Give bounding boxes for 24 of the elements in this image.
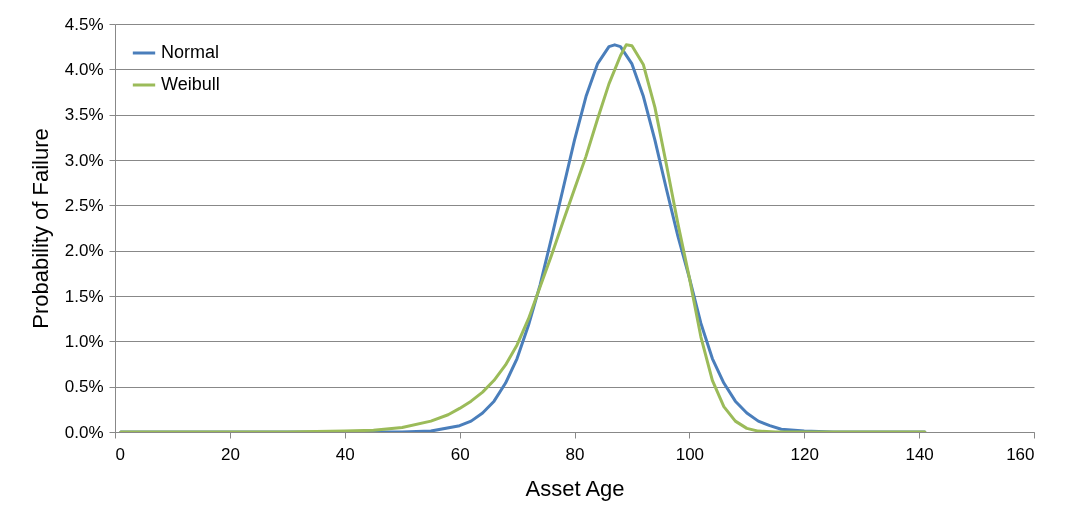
- legend-label: Weibull: [161, 74, 220, 94]
- x-tick-label: 40: [335, 444, 355, 464]
- x-tick-label: 60: [450, 444, 470, 464]
- x-tick-label: 140: [905, 444, 934, 464]
- x-tick-label: 20: [220, 444, 240, 464]
- x-tick-label: 0: [115, 444, 125, 464]
- y-tick-label: 4.5%: [64, 14, 104, 34]
- y-tick-label: 4.0%: [64, 59, 104, 79]
- y-axis-title: Probability of Failure: [27, 128, 53, 329]
- x-tick-label: 160: [1006, 444, 1035, 464]
- y-tick-label: 0.5%: [64, 377, 104, 397]
- y-tick-label: 1.5%: [64, 286, 104, 306]
- legend-label: Normal: [161, 42, 220, 62]
- y-tick-label: 3.5%: [64, 105, 104, 125]
- y-tick-label: 1.0%: [64, 331, 104, 351]
- y-tick-label: 2.5%: [64, 195, 104, 215]
- y-tick-label: 3.0%: [64, 150, 104, 170]
- x-tick-label: 120: [790, 444, 819, 464]
- x-tick-label: 80: [565, 444, 585, 464]
- y-tick-label: 2.0%: [64, 241, 104, 261]
- x-tick-label: 100: [675, 444, 705, 464]
- y-tick-label: 0.0%: [64, 422, 104, 442]
- line-series: [119, 43, 927, 432]
- x-axis-title: Asset Age: [525, 475, 625, 501]
